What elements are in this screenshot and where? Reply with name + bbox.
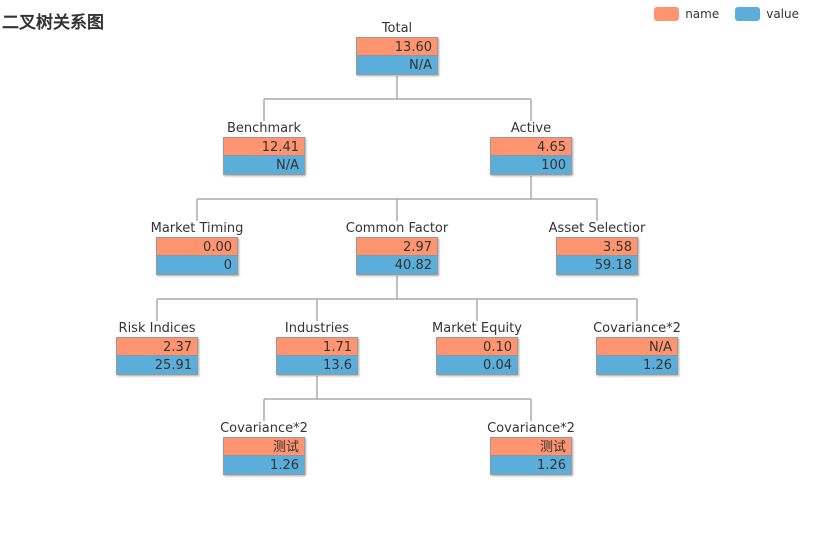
node-name-cell: 1.71	[276, 337, 358, 356]
node-label: Active	[510, 121, 552, 136]
node-value-cell: 0	[156, 256, 238, 275]
tree-node-benchmark[interactable]: Benchmark 12.41 N/A	[223, 121, 305, 175]
tree-node-covariance-2[interactable]: Covariance*2 N/A 1.26	[593, 321, 681, 375]
legend-swatch-value	[735, 7, 761, 21]
tree-node-active[interactable]: Active 4.65 100	[490, 121, 572, 175]
legend-item-value[interactable]: value	[735, 7, 799, 21]
tree-node-covariance-2-b[interactable]: Covariance*2 测试 1.26	[487, 421, 575, 475]
node-label: Market Equity	[432, 321, 522, 336]
legend-swatch-name	[654, 7, 680, 21]
node-value-cell: N/A	[356, 56, 438, 75]
node-value-cell: 40.82	[356, 256, 438, 275]
node-label: Asset Selectior	[548, 221, 646, 236]
tree-node-risk-indices[interactable]: Risk Indices 2.37 25.91	[116, 321, 198, 375]
legend: name value	[654, 7, 799, 21]
tree-node-covariance-2-a[interactable]: Covariance*2 测试 1.26	[220, 421, 308, 475]
node-value-cell: 1.26	[490, 456, 572, 475]
node-label: Benchmark	[226, 121, 302, 136]
node-value-cell: N/A	[223, 156, 305, 175]
node-label: Covariance*2	[220, 421, 308, 436]
legend-label-name: name	[685, 7, 720, 21]
node-name-cell: 4.65	[490, 137, 572, 156]
tree-node-market-timing[interactable]: Market Timing 0.00 0	[151, 221, 243, 275]
node-name-cell: 12.41	[223, 137, 305, 156]
node-value-cell: 0.04	[436, 356, 518, 375]
node-label: Industries	[284, 321, 350, 336]
legend-item-name[interactable]: name	[654, 7, 719, 21]
node-name-cell: 测试	[223, 437, 305, 456]
tree-node-common-factor[interactable]: Common Factor 2.97 40.82	[346, 221, 448, 275]
node-value-cell: 1.26	[223, 456, 305, 475]
node-label: Covariance*2	[487, 421, 575, 436]
node-value-cell: 100	[490, 156, 572, 175]
node-name-cell: 0.10	[436, 337, 518, 356]
node-name-cell: N/A	[596, 337, 678, 356]
node-name-cell: 3.58	[556, 237, 638, 256]
node-label: Market Timing	[150, 221, 244, 236]
node-value-cell: 1.26	[596, 356, 678, 375]
legend-label-value: value	[766, 7, 799, 21]
node-name-cell: 2.37	[116, 337, 198, 356]
node-name-cell: 13.60	[356, 37, 438, 56]
node-label: Covariance*2	[593, 321, 681, 336]
node-value-cell: 25.91	[116, 356, 198, 375]
node-name-cell: 测试	[490, 437, 572, 456]
node-value-cell: 59.18	[556, 256, 638, 275]
node-label: Common Factor	[345, 221, 449, 236]
tree-node-asset-selection[interactable]: Asset Selectior 3.58 59.18	[549, 221, 645, 275]
node-label: Risk Indices	[118, 321, 196, 336]
chart-title: 二叉树关系图	[2, 13, 104, 33]
node-label: Total	[381, 21, 413, 36]
node-value-cell: 13.6	[276, 356, 358, 375]
tree-node-market-equity[interactable]: Market Equity 0.10 0.04	[432, 321, 522, 375]
tree-node-industries[interactable]: Industries 1.71 13.6	[276, 321, 358, 375]
tree-node-total[interactable]: Total 13.60 N/A	[356, 21, 438, 75]
node-name-cell: 0.00	[156, 237, 238, 256]
node-name-cell: 2.97	[356, 237, 438, 256]
